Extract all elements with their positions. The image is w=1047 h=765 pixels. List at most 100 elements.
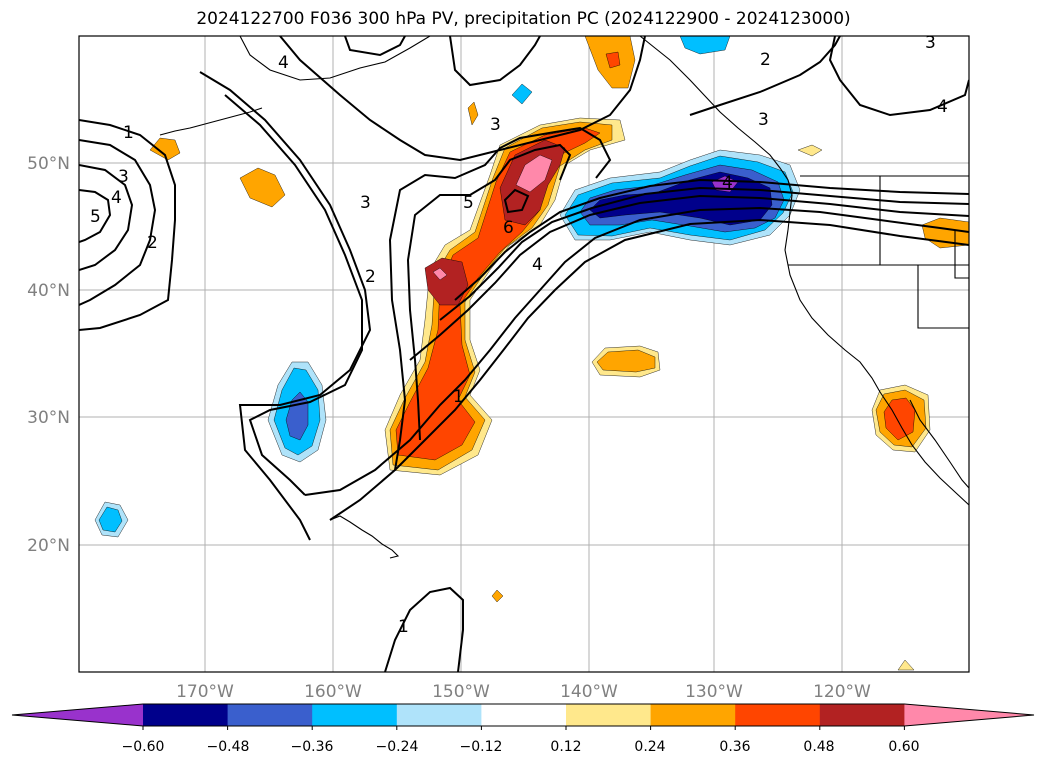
colorbar-segment [227, 704, 313, 726]
pv-contours [79, 36, 969, 672]
pv-contour-nw3 [79, 164, 134, 271]
pos-blob-north-red [605, 51, 621, 69]
contour-label: 4 [937, 97, 948, 117]
lon-label: 120°W [813, 682, 871, 702]
colorbar-tick-label: 0.36 [719, 739, 750, 755]
colorbar-segment [735, 704, 821, 726]
contour-label: 3 [925, 33, 936, 53]
lon-label: 140°W [560, 682, 618, 702]
graticule [79, 36, 969, 672]
lon-label: 150°W [432, 682, 490, 702]
us-state4 [954, 230, 969, 279]
pv-contour-trough2 [224, 94, 363, 496]
map-background [79, 36, 969, 672]
colorbar-extend-low [12, 704, 143, 726]
lat-label: 50°N [27, 154, 70, 174]
colorbar-tick-label: −0.24 [376, 739, 419, 755]
us-state3 [917, 265, 969, 329]
positive-band-red [395, 127, 601, 461]
contour-label: 4 [111, 188, 122, 208]
aleutians [159, 107, 263, 136]
colorbar-segment [312, 704, 398, 726]
contour-label: 3 [758, 110, 769, 130]
contour-label: 3 [118, 167, 129, 187]
lat-label: 30°N [27, 408, 70, 428]
contour-label: 4 [532, 255, 543, 275]
lon-label: 170°W [176, 682, 234, 702]
contour-label: 6 [503, 218, 514, 238]
longitude-labels: 170°W 160°W 150°W 140°W 130°W 120°W [176, 682, 871, 702]
neg-blob-north2 [511, 83, 533, 105]
pv-contour-ne2 [828, 36, 969, 117]
colorbar [11, 703, 1035, 730]
lon-label: 130°W [685, 682, 743, 702]
baja-east [909, 399, 969, 489]
colorbar-segment [143, 704, 229, 726]
pos-blob-west [149, 137, 181, 161]
contour-label: 3 [360, 193, 371, 213]
contour-label: 2 [147, 233, 158, 253]
contour-label: 1 [123, 123, 134, 143]
contour-label: 1 [453, 387, 464, 407]
pos-blob-small4 [897, 659, 915, 671]
latitude-labels: 50°N 40°N 30°N 20°N [27, 154, 70, 556]
pv-contour-jet-2 [329, 218, 969, 521]
colorbar-tick-label: 0.60 [888, 739, 919, 755]
pv-contour-ne [689, 36, 841, 116]
contour-label: 4 [722, 173, 733, 193]
positive-core-1 [424, 257, 469, 306]
pv-contour-nw [79, 119, 176, 331]
colorbar-segment [819, 704, 905, 726]
pos-blob-small1 [467, 101, 479, 126]
colorbar-segment [650, 704, 736, 726]
positive-core-3 [515, 154, 553, 193]
pos-blob-baja-red [883, 397, 916, 441]
colorbar-segment [396, 704, 482, 726]
pv-contour-north [279, 36, 646, 162]
contour-label: 1 [398, 617, 409, 637]
contour-label: 5 [463, 193, 474, 213]
hawaii [329, 515, 400, 559]
colorbar-tick-label: −0.48 [207, 739, 250, 755]
colorbar-tick-label: 0.12 [550, 739, 581, 755]
pv-contour-jet-3 [409, 194, 969, 361]
map-title: 2024122700 F036 300 hPa PV, precipitatio… [196, 9, 851, 29]
colorbar-tick-label: −0.60 [122, 739, 165, 755]
pv-contour-ridge2 [406, 143, 572, 441]
colorbar-tick-label: 0.24 [634, 739, 665, 755]
contour-label: 2 [365, 267, 376, 287]
pv-contour-nw4 [79, 189, 112, 243]
pos-blob-35n-orange [596, 349, 656, 373]
pv-contour-closed [503, 188, 530, 214]
pv-contour-north3 [344, 36, 406, 57]
pv-contour-jet-4 [439, 186, 969, 321]
colorbar-tick-label: 0.48 [803, 739, 834, 755]
pos-blob-small3 [797, 144, 823, 157]
pos-blob-166w [239, 167, 286, 208]
pv-contour-jet-1 [304, 206, 969, 496]
colorbar-segment [566, 704, 652, 726]
colorbar-segment [481, 704, 567, 726]
pv-contour-nw2 [79, 139, 157, 306]
pv-contour-ridge [388, 126, 612, 471]
pos-blob-small2 [491, 589, 504, 603]
pv-contour-north2 [449, 36, 541, 87]
neg-blob-north [679, 36, 731, 55]
map-frame [78, 35, 970, 673]
contour-labels: 1 3 4 5 2 4 3 2 3 5 6 4 1 3 4 4 2 3 1 [90, 33, 948, 637]
colorbar-ticks: −0.60 −0.48 −0.36 −0.24 −0.12 0.12 0.24 … [122, 739, 920, 755]
lat-label: 20°N [27, 536, 70, 556]
contour-label: 4 [278, 53, 289, 73]
pv-contour-south [384, 586, 464, 672]
colorbar-extend-high [904, 704, 1034, 726]
contour-label: 3 [490, 115, 501, 135]
alaska-coast [239, 36, 431, 81]
colorbar-tick-label: −0.36 [291, 739, 334, 755]
contour-label: 2 [760, 50, 771, 70]
neg-blob-20n-cyan [98, 506, 123, 533]
lon-label: 160°W [304, 682, 362, 702]
lat-label: 40°N [27, 281, 70, 301]
westcoast [784, 229, 969, 506]
contour-label: 5 [90, 207, 101, 227]
